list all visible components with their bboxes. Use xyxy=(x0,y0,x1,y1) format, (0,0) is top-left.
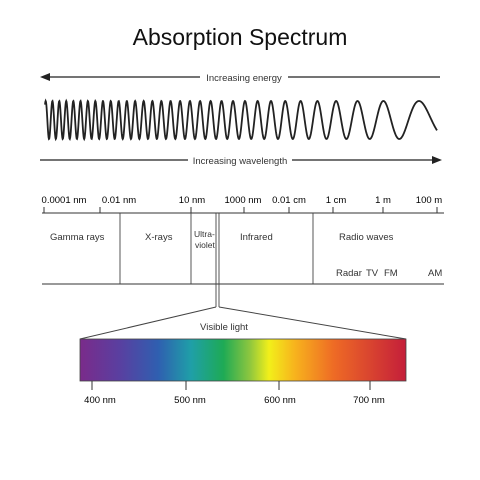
region-gamma: Gamma rays xyxy=(50,232,105,243)
visible-tick-label: 700 nm xyxy=(353,395,385,406)
scale-label: 1 cm xyxy=(326,195,347,206)
region-radio: Radio waves xyxy=(339,232,394,243)
region-uv: Ultra- xyxy=(194,229,215,239)
visible-zoom-lines: Visible light xyxy=(79,306,407,340)
region-infrared: Infrared xyxy=(240,232,273,243)
scale-label: 1 m xyxy=(375,195,391,206)
region-xrays: X-rays xyxy=(145,232,173,243)
wavelength-label: Increasing wavelength xyxy=(193,156,288,167)
visible-light-label: Visible light xyxy=(200,322,248,333)
radio-fm: FM xyxy=(384,268,398,279)
region-band: Gamma rays X-rays Ultra- violet Infrared… xyxy=(42,212,444,307)
energy-arrow: Increasing energy xyxy=(40,73,440,84)
diagram-title: Absorption Spectrum xyxy=(132,24,348,50)
radio-am: AM xyxy=(428,268,442,279)
wavelength-arrow: Increasing wavelength xyxy=(40,156,442,167)
visible-tick-label: 400 nm xyxy=(84,395,116,406)
scale-label: 0.0001 nm xyxy=(42,195,87,206)
visible-tick-label: 500 nm xyxy=(174,395,206,406)
visible-spectrum-bar xyxy=(79,338,407,382)
visible-tick-label: 600 nm xyxy=(264,395,296,406)
scale-label: 0.01 cm xyxy=(272,195,306,206)
energy-label: Increasing energy xyxy=(206,73,282,84)
scale-label: 0.01 nm xyxy=(102,195,136,206)
scale-label: 10 nm xyxy=(179,195,205,206)
wave-graphic xyxy=(44,98,438,142)
scale-label: 1000 nm xyxy=(225,195,262,206)
wavelength-scale: 0.0001 nm 0.01 nm 10 nm 1000 nm 0.01 cm … xyxy=(42,195,442,213)
radio-radar: Radar xyxy=(336,268,362,279)
scale-label: 100 m xyxy=(416,195,442,206)
radio-tv: TV xyxy=(366,268,379,279)
visible-scale: 400 nm 500 nm 600 nm 700 nm xyxy=(84,381,385,406)
region-uv: violet xyxy=(195,240,215,250)
